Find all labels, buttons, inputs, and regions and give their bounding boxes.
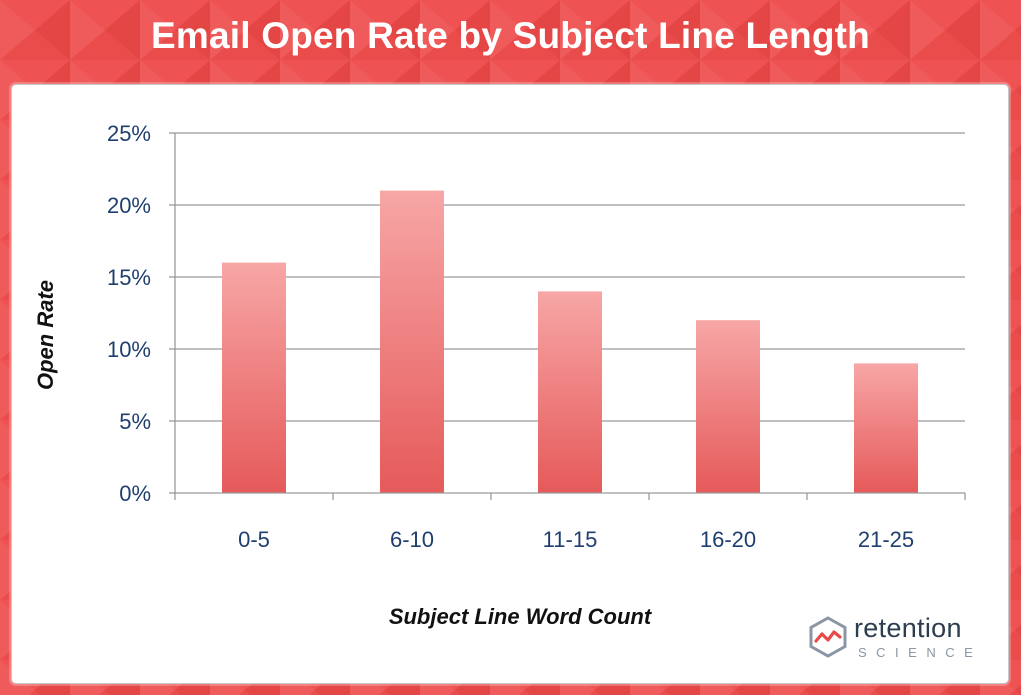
- bar-16-20: [696, 320, 760, 493]
- logo-wordmark: retention: [854, 613, 962, 643]
- y-axis-title: Open Rate: [33, 280, 58, 390]
- bar-21-25: [854, 363, 918, 493]
- logo-subtitle: SCIENCE: [858, 645, 983, 660]
- y-tick-label: 5%: [119, 409, 151, 434]
- chart-panel: [11, 84, 1009, 684]
- bar-0-5: [222, 262, 286, 493]
- x-axis: [174, 133, 966, 500]
- retention-science-logo-icon: [809, 616, 847, 658]
- y-tick-label: 25%: [107, 121, 151, 146]
- y-tick-label: 10%: [107, 337, 151, 362]
- x-tick-label: 0-5: [238, 527, 270, 552]
- bars: [222, 190, 918, 493]
- chart-title: Email Open Rate by Subject Line Length: [151, 15, 870, 56]
- retention-science-logo: retention SCIENCE: [806, 611, 996, 665]
- x-axis-title: Subject Line Word Count: [389, 604, 653, 629]
- x-axis-ticks: 0-5 6-10 11-15 16-20 21-25: [238, 527, 914, 552]
- y-tick-label: 15%: [107, 265, 151, 290]
- bar-6-10: [380, 190, 444, 493]
- y-tick-label: 20%: [107, 193, 151, 218]
- x-tick-label: 16-20: [700, 527, 756, 552]
- x-tick-label: 11-15: [543, 527, 598, 552]
- y-axis-ticks: 0% 5% 10% 15% 20% 25%: [107, 121, 151, 506]
- x-tick-label: 6-10: [390, 527, 434, 552]
- bar-11-15: [538, 291, 602, 493]
- x-tick-label: 21-25: [858, 527, 914, 552]
- y-tick-label: 0%: [119, 481, 151, 506]
